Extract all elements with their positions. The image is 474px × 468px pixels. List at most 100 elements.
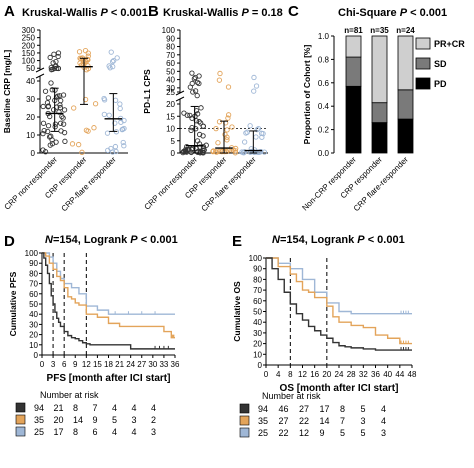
x-tick-label: 24 xyxy=(335,370,344,379)
y-tick-label: 1.0 xyxy=(318,32,330,41)
y-tick-label: 0 xyxy=(34,351,39,360)
data-point xyxy=(47,113,53,120)
legend-label: PD xyxy=(434,79,447,89)
data-point xyxy=(213,126,219,132)
data-point xyxy=(91,125,97,131)
axis-break-mark xyxy=(175,96,185,102)
x-tick-label: 8 xyxy=(288,370,293,379)
data-point xyxy=(254,126,260,133)
data-point xyxy=(121,143,127,149)
bar-segment-prcr xyxy=(345,35,362,58)
data-point xyxy=(203,142,209,148)
y-tick-label: 40 xyxy=(253,318,262,327)
data-point xyxy=(48,80,54,86)
data-point xyxy=(117,105,123,112)
y-tick-label: 40 xyxy=(29,310,38,319)
data-point xyxy=(253,134,259,140)
y-tick-label: 100 xyxy=(25,249,39,258)
x-tick-label: 48 xyxy=(408,370,417,379)
y-tick-label: 90 xyxy=(166,34,175,43)
data-point xyxy=(106,112,112,118)
y-tick-label: 150 xyxy=(22,49,36,58)
data-point xyxy=(84,56,90,62)
y-tick-label: 80 xyxy=(253,275,262,284)
data-point xyxy=(221,148,228,155)
y-tick-label: 100 xyxy=(249,254,263,263)
risk-value: 3 xyxy=(132,415,137,425)
data-point xyxy=(60,92,67,98)
y-tick-label: 40 xyxy=(26,77,35,86)
risk-swatch xyxy=(15,426,26,437)
data-point xyxy=(61,107,68,113)
data-point xyxy=(229,124,235,130)
risk-value: 21 xyxy=(54,403,64,413)
km-curve-crp-flare-responder xyxy=(42,252,175,315)
panel-title-A: Kruskal-Wallis P < 0.001 xyxy=(22,7,148,19)
y-tick-label: 250 xyxy=(22,34,36,43)
y-tick-label: 20 xyxy=(253,340,262,349)
data-point xyxy=(45,128,51,135)
risk-value: 27 xyxy=(299,404,309,414)
data-point xyxy=(114,55,120,61)
risk-table-label: Number at risk xyxy=(40,390,99,400)
risk-value: 22 xyxy=(279,428,289,438)
data-point xyxy=(251,74,257,81)
bar-segment-prcr xyxy=(397,35,414,91)
data-point xyxy=(216,77,223,83)
x-axis-label: PFS [month after ICI start] xyxy=(47,373,171,384)
panel-letter-D: D xyxy=(4,233,15,250)
risk-value: 25 xyxy=(258,428,268,438)
y-tick-label: 25 xyxy=(166,88,175,97)
risk-value: 6 xyxy=(93,427,98,437)
y-tick-label: 60 xyxy=(253,297,262,306)
bar-segment-pd xyxy=(397,118,414,154)
y-tick-label: 50 xyxy=(29,300,38,309)
data-point xyxy=(85,50,91,56)
data-point xyxy=(190,89,196,95)
y-tick-label: 50 xyxy=(253,308,262,317)
data-point xyxy=(105,147,111,154)
data-point xyxy=(225,115,231,121)
x-tick-label: 16 xyxy=(310,370,319,379)
y-tick-label: 0.8 xyxy=(318,55,330,64)
x-tick-label: 0 xyxy=(264,370,269,379)
data-point xyxy=(113,148,119,155)
risk-value: 2 xyxy=(151,415,156,425)
data-point xyxy=(40,120,47,126)
data-point xyxy=(52,124,58,130)
risk-value: 17 xyxy=(54,427,64,437)
x-tick-label: 33 xyxy=(159,360,168,369)
data-point xyxy=(216,148,222,155)
x-tick-label: 18 xyxy=(104,360,113,369)
data-point xyxy=(224,134,230,140)
data-point xyxy=(239,149,245,155)
y-tick-label: 15 xyxy=(166,112,175,121)
panel-letter-A: A xyxy=(4,3,15,20)
data-point xyxy=(225,112,232,118)
y-tick-label: 20 xyxy=(26,113,35,122)
data-point xyxy=(260,131,266,137)
x-tick-label: 9 xyxy=(73,360,78,369)
risk-value: 35 xyxy=(34,415,44,425)
data-point xyxy=(55,50,62,56)
data-point xyxy=(109,58,116,65)
legend-swatch xyxy=(415,77,431,90)
x-tick-label: 30 xyxy=(148,360,157,369)
data-point xyxy=(101,95,107,102)
data-point xyxy=(196,80,202,87)
data-point xyxy=(58,120,64,126)
risk-value: 7 xyxy=(340,416,345,426)
x-tick-label: 36 xyxy=(371,370,380,379)
data-point xyxy=(200,123,206,130)
data-point xyxy=(52,121,59,127)
data-point xyxy=(111,58,117,64)
y-tick-label: 90 xyxy=(253,265,262,274)
y-tick-label: 100 xyxy=(22,57,36,66)
risk-value: 8 xyxy=(73,427,78,437)
risk-value: 8 xyxy=(340,404,345,414)
bar-segment-sd xyxy=(397,89,414,120)
km-curve-crp-responder xyxy=(266,257,412,345)
data-point xyxy=(101,111,107,118)
data-point xyxy=(188,127,194,134)
